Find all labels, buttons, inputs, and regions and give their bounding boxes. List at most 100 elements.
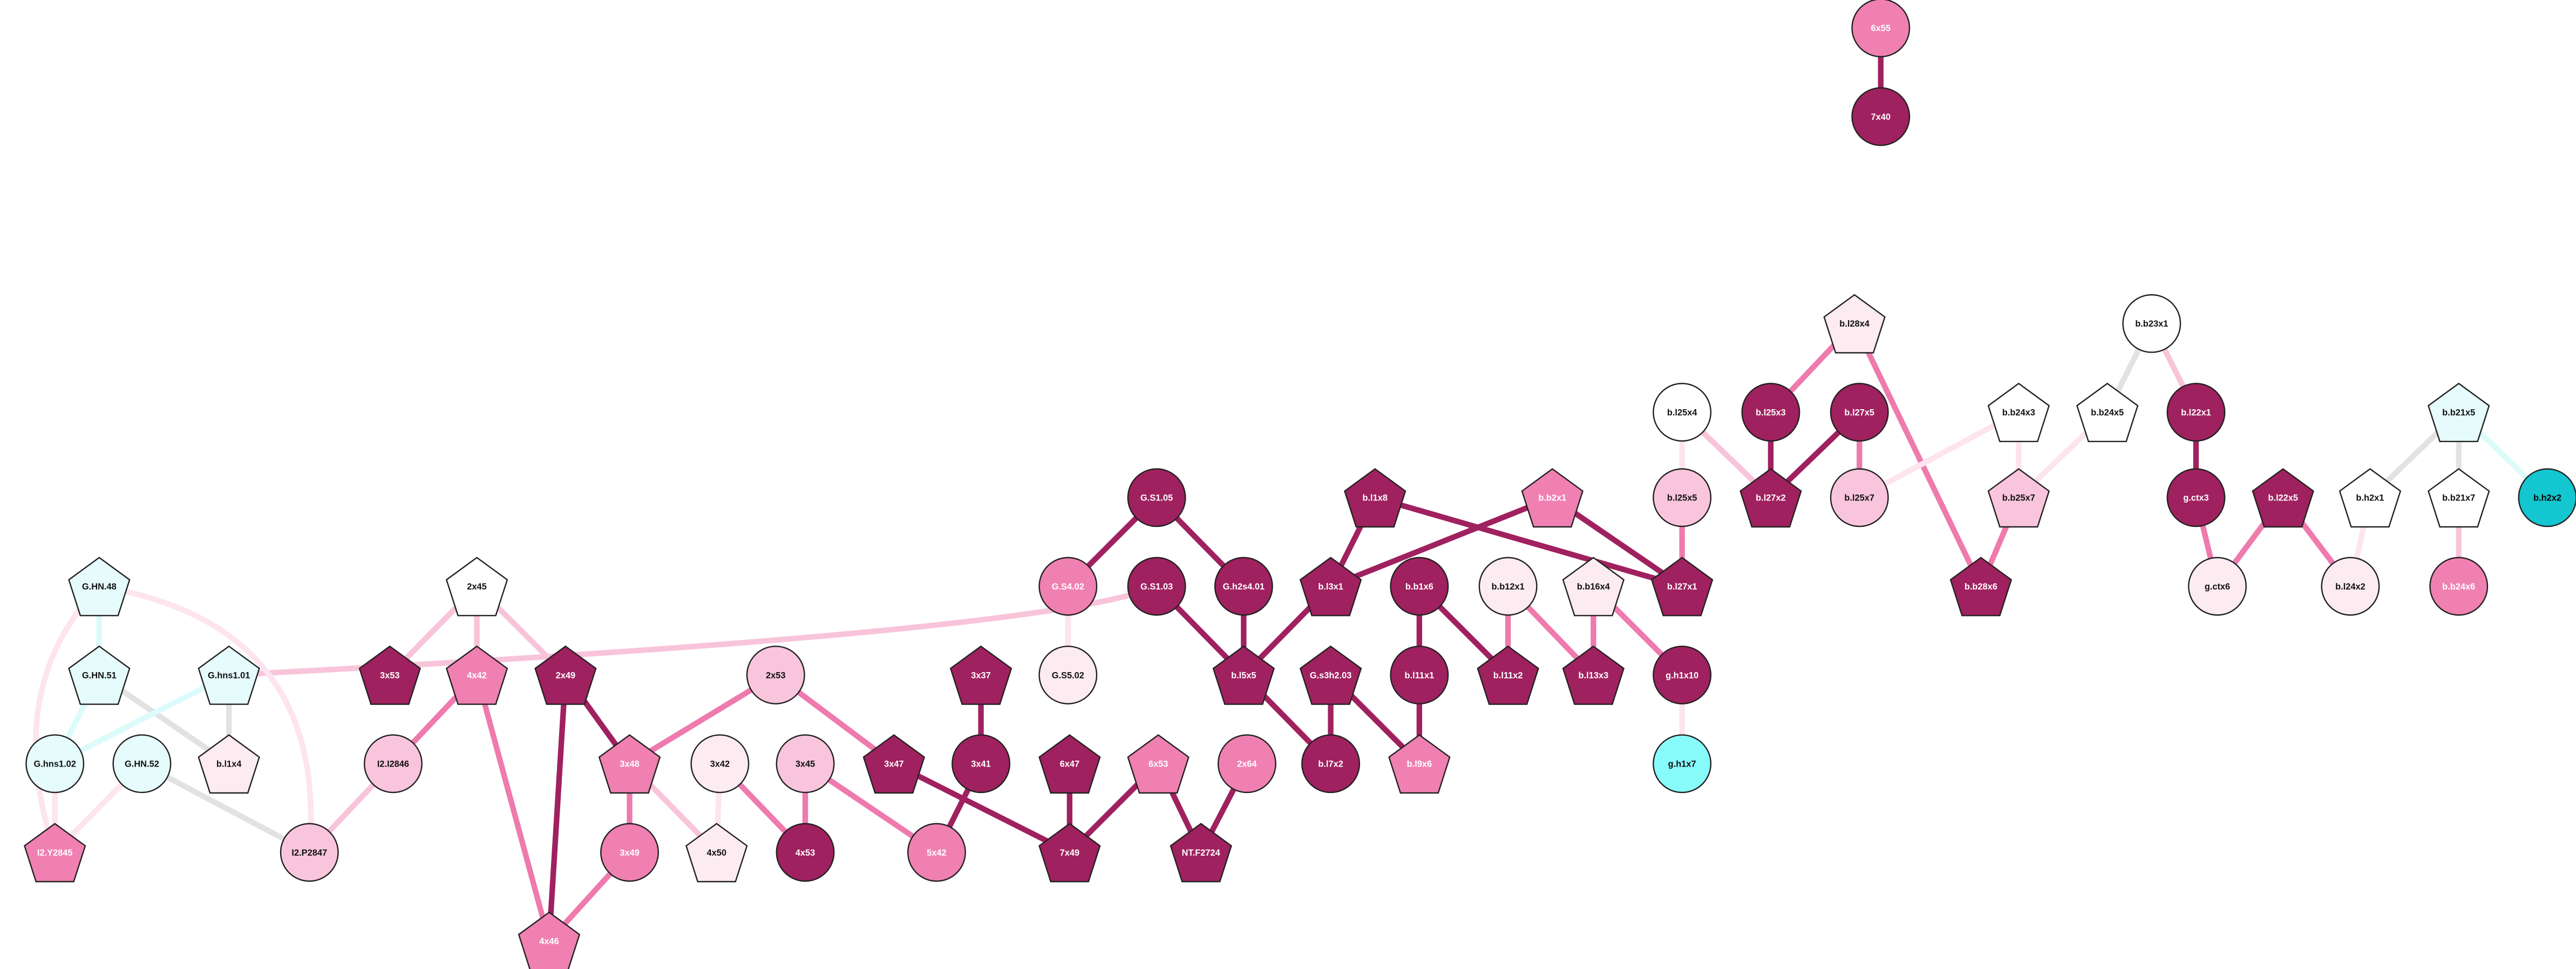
node: 3x42 (690, 734, 750, 794)
node-label: 2x49 (556, 670, 576, 680)
node: b.b12x1 (1478, 557, 1538, 616)
edge (32, 584, 101, 853)
node-circle (2429, 557, 2489, 616)
node-label: b.h2x1 (2356, 493, 2384, 503)
node-pentagon (68, 557, 131, 616)
node-label: b.l3x1 (1318, 582, 1343, 592)
node-circle (1127, 468, 1186, 527)
node: G.h2s4.01 (1214, 557, 1273, 616)
node: b.b1x6 (1390, 557, 1449, 616)
node: G.s3h2.03 (1299, 645, 1362, 705)
node: I2.Y2845 (23, 823, 86, 883)
node-circle (1653, 734, 1712, 794)
node-circle (1830, 383, 1889, 442)
node-pentagon (534, 645, 597, 705)
node-label: 3x45 (796, 760, 815, 769)
node-pentagon (518, 911, 581, 969)
node: b.l13x3 (1562, 645, 1625, 705)
node-label: b.l27x5 (1844, 408, 1874, 418)
node-label: G.HN.52 (125, 760, 159, 769)
node-pentagon (2428, 468, 2490, 528)
node-label: 4x46 (539, 937, 559, 946)
node: b.l27x2 (1739, 468, 1802, 528)
node: 2x49 (534, 645, 597, 705)
node-pentagon (1562, 645, 1625, 705)
node: 3x48 (598, 734, 661, 794)
node: I2.P2847 (280, 823, 339, 882)
node-circle (2166, 468, 2226, 527)
node-circle (280, 823, 339, 882)
node-circle (1653, 468, 1712, 527)
node-pentagon (1038, 734, 1101, 794)
node: 2x53 (746, 645, 805, 704)
node-label: b.l27x1 (1667, 582, 1697, 592)
node-label: b.l9x6 (1407, 760, 1432, 769)
node-label: 6x55 (1871, 24, 1891, 33)
node-label: 2x64 (1237, 760, 1257, 769)
node-circle (1217, 734, 1276, 794)
node: b.l27x1 (1650, 557, 1714, 616)
node-circle (746, 645, 805, 704)
node-circle (1214, 557, 1273, 616)
node-label: G.S1.05 (1140, 493, 1173, 503)
node-label: b.l11x2 (1493, 670, 1523, 680)
node: b.l27x5 (1830, 383, 1889, 442)
node: NT.F2724 (1170, 823, 1232, 883)
node-label: b.l1x4 (216, 760, 242, 769)
node: b.l22x1 (2166, 383, 2226, 442)
node-label: G.S5.02 (1052, 670, 1084, 680)
node: b.l11x1 (1390, 645, 1449, 704)
node-label: 2x53 (766, 670, 786, 680)
node-label: 5x42 (927, 848, 946, 858)
node-circle (1127, 557, 1186, 616)
node-pentagon (1299, 645, 1362, 705)
node: G.hns1.01 (198, 645, 260, 705)
node-pentagon (1562, 557, 1625, 616)
node-label: 6x47 (1060, 760, 1080, 769)
node-pentagon (2339, 468, 2402, 528)
node-pentagon (2252, 468, 2314, 528)
node-label: b.l11x1 (1405, 670, 1435, 680)
node: 2x45 (445, 557, 508, 616)
node-pentagon (1038, 823, 1101, 883)
node-circle (1741, 383, 1800, 442)
node: b.b21x7 (2428, 468, 2490, 528)
node: 3x37 (949, 645, 1012, 705)
node-label: b.b25x7 (2002, 493, 2035, 503)
node-label: b.b28x6 (1965, 582, 1997, 592)
node: b.b16x4 (1562, 557, 1625, 616)
node: b.l25x7 (1830, 468, 1889, 527)
node-pentagon (949, 645, 1012, 705)
node: G.S1.05 (1127, 468, 1186, 527)
node: b.l25x3 (1741, 383, 1800, 442)
nodes: 6x55 7x40 b.l28x4 b.l25x4 b.l25x3 b.l27x5 b.b2… (23, 0, 2576, 969)
node: G.HN.52 (112, 734, 172, 794)
node-label: b.b1x6 (1405, 582, 1433, 592)
node: b.l3x1 (1299, 557, 1362, 616)
node: b.b24x6 (2429, 557, 2489, 616)
node-label: b.h2x2 (2533, 493, 2561, 503)
edge (1852, 322, 1984, 588)
node-pentagon (1949, 557, 2013, 616)
edge (140, 761, 311, 855)
node-pentagon (598, 734, 661, 794)
node-circle (1851, 87, 1911, 146)
node-circle (1851, 0, 1911, 58)
node-label: 3x48 (620, 760, 640, 769)
node-pentagon (685, 823, 748, 883)
node-label: G.hns1.01 (208, 670, 250, 680)
node-label: b.b24x6 (2442, 582, 2475, 592)
node: b.l1x4 (198, 734, 260, 794)
node: b.l11x2 (1477, 645, 1539, 705)
node: b.l22x5 (2252, 468, 2314, 528)
node: b.b23x1 (2122, 294, 2181, 353)
node-pentagon (358, 645, 422, 705)
node-label: I2.P2847 (291, 848, 327, 858)
node-label: 7x40 (1871, 112, 1891, 122)
node-circle (2518, 468, 2576, 527)
node: b.b24x3 (1987, 382, 2050, 443)
node-circle (2188, 557, 2247, 616)
edge (98, 584, 314, 853)
